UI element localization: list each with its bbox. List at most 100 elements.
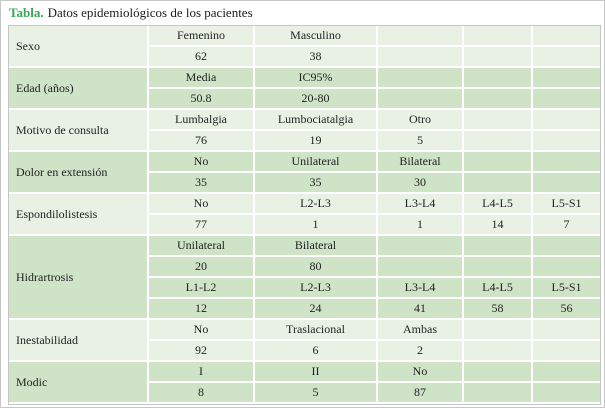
- row-label-cell: Espondilolistesis: [9, 194, 149, 236]
- row-label-cell: Dolor en extensión: [9, 152, 149, 194]
- table-cell: [533, 341, 600, 362]
- table-row: Modic I II No: [9, 362, 600, 404]
- table-cell: 38: [255, 47, 378, 68]
- table-cell: 20: [149, 257, 255, 278]
- table-cell: [533, 152, 600, 173]
- table-row: 92 6 2: [9, 341, 600, 362]
- table-row: 62 38: [9, 47, 600, 68]
- table-cell: 1: [378, 215, 464, 236]
- table-cell: [533, 89, 600, 110]
- table-cell: [378, 68, 464, 89]
- table-cell: [533, 383, 600, 404]
- table-cell: 62: [149, 47, 255, 68]
- table-cell: 7: [533, 215, 600, 236]
- table-cell: 8: [149, 383, 255, 404]
- table-row: 76 19 5: [9, 131, 600, 152]
- table-cell: [533, 68, 600, 89]
- table-title-label: Tabla.: [9, 5, 44, 20]
- table-row: 77 1 1 14 7: [9, 215, 600, 236]
- table-cell: 2: [378, 341, 464, 362]
- epidemiology-table: Sexo Femenino Masculino 62 38 Edad (años) Medi…: [8, 25, 601, 405]
- table-cell: Otro: [378, 110, 464, 131]
- table-cell: IC95%: [255, 68, 378, 89]
- table-cell: [533, 131, 600, 152]
- table-row: 8 5 87: [9, 383, 600, 404]
- table-title-text: Datos epidemiológicos de los pacientes: [47, 5, 253, 20]
- table-cell: [533, 257, 600, 278]
- table-cell: 80: [255, 257, 378, 278]
- table-cell: [464, 173, 533, 194]
- table-cell: [533, 362, 600, 383]
- table-cell: [378, 47, 464, 68]
- table-row: 50.8 20-80: [9, 89, 600, 110]
- table-cell: [464, 383, 533, 404]
- table-cell: [533, 47, 600, 68]
- table-cell: [533, 26, 600, 47]
- table-cell: Media: [149, 68, 255, 89]
- table-row: Motivo de consulta Lumbalgia Lumbociatalgi…: [9, 110, 600, 152]
- table-cell: L4-L5: [464, 278, 533, 299]
- row-label-cell: Sexo: [9, 26, 149, 68]
- row-label-cell: Edad (años): [9, 68, 149, 110]
- table-row: Dolor en extensión No Unilateral Bilateral: [9, 152, 600, 194]
- table-cell: [464, 257, 533, 278]
- table-cell: No: [149, 320, 255, 341]
- table-cell: 20-80: [255, 89, 378, 110]
- table-cell: [533, 110, 600, 131]
- table-row: Hidrartrosis Unilateral Bilateral: [9, 236, 600, 320]
- row-label-cell: Hidrartrosis: [9, 236, 149, 320]
- table-cell: L4-L5: [464, 194, 533, 215]
- row-label-cell: Inestabilidad: [9, 320, 149, 362]
- table-cell: Traslacional: [255, 320, 378, 341]
- table-cell: No: [149, 152, 255, 173]
- row-label-cell: Motivo de consulta: [9, 110, 149, 152]
- table-cell: 24: [255, 299, 378, 320]
- table-cell: Lumbociatalgia: [255, 110, 378, 131]
- table-cell: [464, 26, 533, 47]
- table-row: Espondilolistesis No L2-L3 L3-L4 L4-L5 L5-S1: [9, 194, 600, 236]
- table-cell: Masculino: [255, 26, 378, 47]
- table-cell: [464, 110, 533, 131]
- table-cell: Unilateral: [149, 236, 255, 257]
- table-cell: [464, 68, 533, 89]
- table-title: Tabla. Datos epidemiológicos de los pacie…: [9, 5, 604, 21]
- table-cell: Unilateral: [255, 152, 378, 173]
- table-cell: [378, 89, 464, 110]
- table-cell: [464, 89, 533, 110]
- table-cell: 58: [464, 299, 533, 320]
- table-cell: 87: [378, 383, 464, 404]
- table-cell: [464, 131, 533, 152]
- table-row: Inestabilidad No Traslacional Ambas: [9, 320, 600, 362]
- table-cell: [533, 173, 600, 194]
- table-cell: L5-S1: [533, 278, 600, 299]
- table-cell: 14: [464, 215, 533, 236]
- table-cell: 76: [149, 131, 255, 152]
- table-cell: I: [149, 362, 255, 383]
- table-cell: No: [378, 362, 464, 383]
- table-cell: [464, 152, 533, 173]
- table-cell: 1: [255, 215, 378, 236]
- table-cell: Femenino: [149, 26, 255, 47]
- table-cell: [378, 236, 464, 257]
- table-cell: L3-L4: [378, 194, 464, 215]
- table-cell: L2-L3: [255, 278, 378, 299]
- table-row: 12 24 41 58 56: [9, 299, 600, 320]
- table-row: L1-L2 L2-L3 L3-L4 L4-L5 L5-S1: [9, 278, 600, 299]
- table-cell: No: [149, 194, 255, 215]
- table-cell: [533, 320, 600, 341]
- table-cell: Lumbalgia: [149, 110, 255, 131]
- table-cell: 5: [378, 131, 464, 152]
- table-cell: 35: [149, 173, 255, 194]
- table-cell: Bilateral: [255, 236, 378, 257]
- table-row: Edad (años) Media IC95%: [9, 68, 600, 110]
- table-row: 20 80: [9, 257, 600, 278]
- table-cell: Ambas: [378, 320, 464, 341]
- table-cell: L2-L3: [255, 194, 378, 215]
- table-cell: [464, 362, 533, 383]
- table-cell: 6: [255, 341, 378, 362]
- table-cell: [464, 47, 533, 68]
- table-cell: 77: [149, 215, 255, 236]
- table-cell: Bilateral: [378, 152, 464, 173]
- table-cell: [378, 26, 464, 47]
- table-cell: [533, 236, 600, 257]
